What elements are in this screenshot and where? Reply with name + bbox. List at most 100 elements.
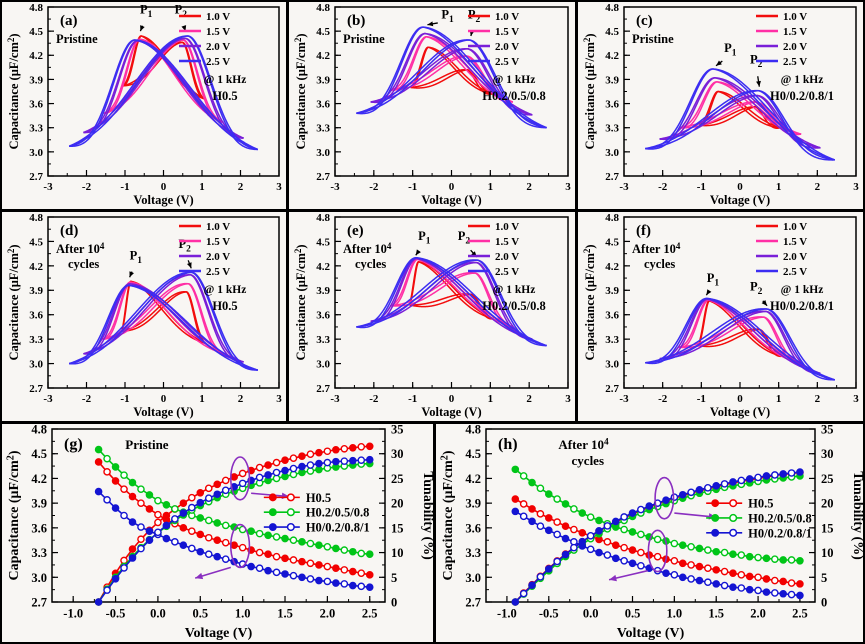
panel-c-cv-pristine-h002081: -3 -2 -1 0 1 2 3 2.7 3.0 3.3 3.6 3.9 4.2 4.5 4.8 Voltag… <box>578 2 863 209</box>
y-axis-label: Capacitance (μF/cm2) <box>6 33 21 149</box>
y-tick-label: 4.2 <box>29 261 43 273</box>
x-tick-label: -1 <box>120 393 129 405</box>
cv-curve-1.5V <box>678 316 802 365</box>
peak-label-P2: P2 <box>750 52 763 69</box>
chart-panel-f: -3 -2 -1 0 1 2 3 2.7 3.0 3.3 3.6 3.9 4.2 4.5 4.8 Voltag… <box>578 212 863 421</box>
y-tick-label: 4.8 <box>465 424 481 437</box>
x-axis-label: Voltage (V) <box>710 193 770 207</box>
y-tick-label: 3.0 <box>316 147 330 159</box>
legend-label: 2.0 V <box>783 41 807 53</box>
x-tick-label: 0 <box>161 181 167 193</box>
y-tick-label: 3.6 <box>605 99 619 111</box>
right-tick-label: 30 <box>391 447 404 461</box>
x-tick-label: 0 <box>161 393 167 405</box>
x-tick-label: 2.0 <box>320 607 336 621</box>
frequency-note: @ 1 kHz <box>204 284 247 296</box>
legend-label: 1.5 V <box>495 236 519 248</box>
panel-letter: (e) <box>347 223 364 239</box>
legend-label: 2.5 V <box>783 266 807 278</box>
condition-label: Pristine <box>125 437 169 452</box>
y-tick-label: 3.9 <box>29 285 43 297</box>
y-tick-label: 4.2 <box>465 472 481 486</box>
legend-label: 1.5 V <box>783 236 807 248</box>
x-axis-label: Voltage (V) <box>421 193 481 207</box>
x-axis-label: Voltage (V) <box>710 405 770 419</box>
right-tick-label: 35 <box>391 424 404 437</box>
panel-f-cv-cycled-h002081: -3 -2 -1 0 1 2 3 2.7 3.0 3.3 3.6 3.9 4.2 4.5 4.8 Voltag… <box>578 212 863 421</box>
frequency-note: @ 1 kHz <box>493 74 536 86</box>
panel-letter: (g) <box>64 436 83 453</box>
legend-label: 2.5 V <box>206 56 230 68</box>
panel-g-tunability-pristine: -1.0 -0.5 0.0 0.5 1.0 1.5 2.0 2.5 2.7 3.0 3.3 3.6 3.… <box>2 424 433 642</box>
y-tick-label: 3.3 <box>29 123 43 135</box>
legend-label-H0/0.2/0.8/1: H0/0.2/0.8/1 <box>748 526 812 540</box>
y-tick-label: 2.7 <box>29 171 43 183</box>
x-tick-label: 1 <box>199 393 205 405</box>
y-tick-label: 3.6 <box>29 310 43 322</box>
right-tick-label: 15 <box>821 521 834 535</box>
x-tick-label: 0.0 <box>150 607 166 621</box>
right-tick-label: 25 <box>821 472 834 486</box>
frequency-note: @ 1 kHz <box>493 284 536 296</box>
capacitance_group-ellipse <box>647 529 668 573</box>
x-tick-label: 0.5 <box>192 607 208 621</box>
x-tick-label: -3 <box>330 181 340 193</box>
y-axis-label: Capacitance (μF/cm2) <box>5 450 22 580</box>
x-tick-label: 2 <box>815 181 821 193</box>
condition-label: Pristine <box>632 32 674 46</box>
legend-label: 1.0 V <box>495 221 519 233</box>
y-tick-label: 3.0 <box>465 571 481 585</box>
x-tick-label: 3 <box>276 181 282 193</box>
legend-label: 1.5 V <box>495 26 519 38</box>
y-tick-label: 3.6 <box>316 310 330 322</box>
chart-panel-g: -1.0 -0.5 0.0 0.5 1.0 1.5 2.0 2.5 2.7 3.0 3.3 3.6 3.… <box>2 424 433 642</box>
sample-label: H0.2/0.5/0.8 <box>482 299 546 313</box>
condition-label: After 104 <box>343 241 392 256</box>
legend-label: 2.0 V <box>495 41 519 53</box>
y-tick-label: 4.5 <box>605 26 619 38</box>
x-tick-label: 1 <box>488 181 494 193</box>
y-tick-label: 3.3 <box>316 334 330 346</box>
y-axis-label: Capacitance (μF/cm2) <box>293 33 308 149</box>
x-tick-label: -2 <box>369 393 379 405</box>
y-tick-label: 2.7 <box>465 596 481 610</box>
x-tick-label: -1 <box>697 181 706 193</box>
y-tick-label: 3.6 <box>605 310 619 322</box>
panel-letter: (b) <box>347 13 365 29</box>
x-tick-label: -1.0 <box>497 607 517 621</box>
y-tick-label: 3.6 <box>31 521 47 535</box>
x-axis-label: Voltage (V) <box>133 405 193 419</box>
x-tick-label: 0 <box>449 393 455 405</box>
y-tick-label: 4.8 <box>316 2 330 14</box>
x-tick-label: 3 <box>565 181 571 193</box>
x-tick-label: -0.5 <box>539 607 559 621</box>
right-axis-label: Tunability (%) <box>420 471 433 560</box>
y-tick-label: 3.3 <box>465 546 481 560</box>
sample-label: H0.5 <box>212 89 237 103</box>
panel-letter: (a) <box>60 13 78 29</box>
condition-label: After 104 <box>558 437 609 452</box>
cv-curve-2.5V <box>68 271 258 371</box>
sample-label: H0/0.2/0.8/1 <box>770 299 834 313</box>
y-tick-label: 4.2 <box>605 261 619 273</box>
y-tick-label: 4.8 <box>605 2 619 14</box>
y-axis-label: Capacitance (μF/cm2) <box>6 244 21 360</box>
legend-label: 2.0 V <box>206 251 230 263</box>
y-tick-label: 4.5 <box>29 236 43 248</box>
x-tick-label: 2 <box>815 393 821 405</box>
sample-label: H0.2/0.5/0.8 <box>482 89 546 103</box>
peak-label-P1: P1 <box>707 271 720 289</box>
x-tick-label: -1 <box>408 393 417 405</box>
y-tick-label: 3.0 <box>316 359 330 371</box>
frequency-note: @ 1 kHz <box>781 284 824 296</box>
legend-label: 2.0 V <box>495 251 519 263</box>
cv-curve-2.5V <box>356 259 547 347</box>
y-axis-label: Capacitance (μF/cm2) <box>582 33 597 149</box>
right-tick-label: 0 <box>821 596 827 610</box>
x-tick-label: 2 <box>526 181 532 193</box>
y-tick-label: 3.0 <box>31 571 47 585</box>
x-tick-label: 1.0 <box>235 607 251 621</box>
y-tick-label: 4.2 <box>605 50 619 62</box>
legend-label: 2.5 V <box>495 266 519 278</box>
